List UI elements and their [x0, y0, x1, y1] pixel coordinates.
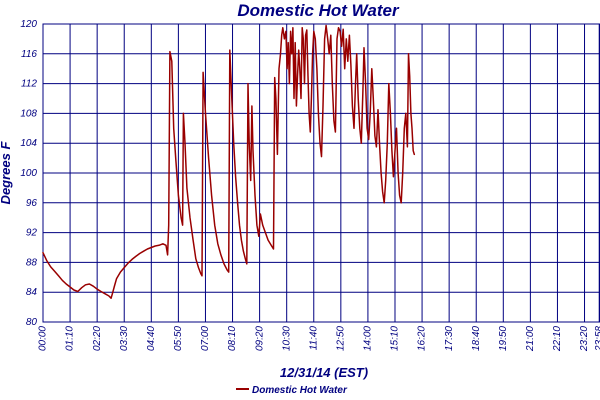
y-tick-label: 104 — [20, 138, 37, 149]
x-tick-label: 16:20 — [417, 326, 428, 351]
x-tick-label: 03:30 — [119, 326, 130, 351]
x-tick-label: 17:30 — [444, 326, 455, 351]
x-tick-label: 09:20 — [254, 326, 265, 351]
y-tick-label: 84 — [26, 287, 38, 298]
x-tick-label: 04:40 — [146, 326, 157, 351]
y-tick-label: 108 — [20, 108, 37, 119]
x-tick-label: 18:40 — [471, 326, 482, 351]
x-tick-label: 22:10 — [552, 326, 563, 352]
y-axis-label: Degrees F — [0, 141, 13, 205]
plot-group — [42, 23, 600, 323]
x-tick-label: 12:50 — [335, 326, 346, 351]
y-axis-ticks: 80 84 88 92 96 100 104 108 112 116 120 — [20, 19, 37, 328]
x-tick-label: 02:20 — [92, 326, 103, 351]
x-tick-label: 08:10 — [227, 326, 238, 351]
legend-label: Domestic Hot Water — [252, 385, 348, 396]
x-tick-label: 10:30 — [281, 326, 292, 351]
x-tick-label: 07:00 — [200, 326, 211, 351]
y-tick-label: 120 — [20, 19, 37, 30]
x-tick-label: 05:50 — [173, 326, 184, 351]
y-tick-label: 92 — [26, 228, 38, 239]
x-tick-label: 00:00 — [38, 326, 49, 351]
x-tick-label: 14:00 — [363, 326, 374, 351]
y-tick-label: 112 — [21, 79, 37, 90]
x-tick-label: 19:50 — [498, 326, 509, 351]
x-tick-label: 23:20 — [579, 326, 590, 352]
x-tick-label: 15:10 — [390, 326, 401, 351]
x-tick-label: 11:40 — [308, 326, 319, 351]
x-tick-label: 23:58 — [594, 326, 600, 352]
y-tick-label: 116 — [21, 49, 37, 60]
x-tick-label: 21:00 — [525, 326, 536, 352]
x-axis-label: 12/31/14 (EST) — [280, 365, 368, 380]
x-tick-label: 01:10 — [65, 326, 76, 351]
y-tick-label: 88 — [26, 257, 38, 268]
chart-title: Domestic Hot Water — [237, 1, 400, 20]
chart-legend: Domestic Hot Water — [236, 385, 348, 396]
y-tick-label: 80 — [26, 317, 38, 328]
y-tick-label: 96 — [26, 198, 38, 209]
series-line-domestic-hot-water — [42, 24, 416, 299]
x-axis-ticks: 00:00 01:10 02:20 03:30 04:40 05:50 07:00 08:10… — [38, 326, 600, 352]
y-tick-label: 100 — [20, 168, 37, 179]
